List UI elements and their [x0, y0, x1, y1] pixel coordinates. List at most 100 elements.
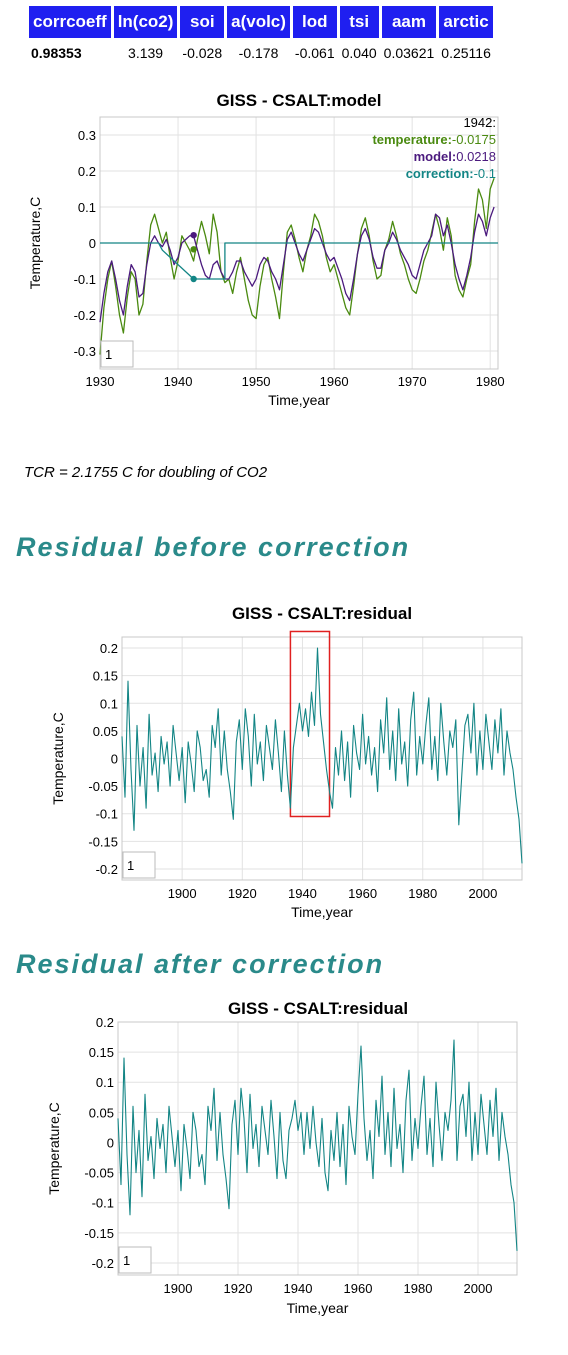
- y-tick-label: -0.05: [88, 779, 118, 794]
- y-tick-label: 0: [111, 752, 118, 767]
- y-tick-label: 0.05: [89, 1105, 114, 1120]
- coef-value: -0.061: [294, 45, 335, 61]
- y-axis-label: Temperature,C: [50, 712, 66, 805]
- x-axis-label: Time,year: [268, 392, 330, 408]
- range-selector-box: [100, 340, 134, 368]
- y-tick-label: 0.15: [89, 1045, 114, 1060]
- y-tick-label: 0.2: [78, 164, 96, 179]
- y-tick-label: -0.2: [92, 1256, 114, 1271]
- highlight-box: [289, 630, 331, 818]
- x-tick-label: 1960: [320, 374, 349, 389]
- range-selector-value: 1: [123, 1253, 130, 1268]
- x-axis-label: Time,year: [291, 904, 353, 920]
- legend-series-value: -0.1: [474, 166, 496, 181]
- tcr-text: TCR = 2.1755 C for doubling of CO2: [24, 464, 268, 481]
- coef-header: ln(co2): [113, 6, 178, 38]
- legend-item-temperature: temperature:-0.0175: [372, 132, 496, 147]
- y-tick-label: -0.2: [74, 308, 96, 323]
- legend-series-name: model:: [414, 149, 457, 164]
- y-tick-label: 0.2: [96, 1015, 114, 1030]
- y-axis-label: Temperature,C: [27, 197, 43, 290]
- coef-header: a(volc): [227, 6, 290, 38]
- y-tick-label: -0.2: [96, 862, 118, 877]
- plot-area-frame: [121, 636, 523, 881]
- x-tick-label: 1940: [284, 1281, 313, 1296]
- residual-line: [121, 647, 523, 864]
- model-line: [99, 206, 495, 323]
- coef-value: 3.139: [128, 45, 164, 61]
- legend-item-model: model:0.0218: [414, 149, 496, 164]
- coef-value: 0.98353: [31, 45, 82, 61]
- model-marker: [190, 231, 197, 239]
- model-chart: 1930 1940 1950 1960 1970 1980 0.3 0.2 0.1 0 -0.1 -0…: [27, 91, 505, 408]
- coef-value: 0.03621: [383, 45, 435, 61]
- x-tick-label: 1950: [242, 374, 271, 389]
- x-tick-label: 1960: [344, 1281, 373, 1296]
- coefficients-header-row: corrcoeff ln(co2) soi a(volc) lod tsi aa…: [29, 6, 493, 38]
- legend-series-name: correction:: [406, 166, 474, 181]
- coefficients-value-row: 0.98353 3.139 -0.028 -0.178 -0.061 0.040…: [29, 38, 493, 61]
- range-selector-value: 1: [127, 858, 134, 873]
- coef-header: arctic: [439, 6, 493, 38]
- y-tick-label: 0.1: [96, 1075, 114, 1090]
- x-tick-label: 2000: [468, 886, 497, 901]
- section-title-before: Residual before correction: [16, 532, 411, 562]
- coef-value: -0.028: [182, 45, 223, 61]
- y-tick-label: -0.3: [74, 344, 96, 359]
- y-tick-label: 0.1: [100, 696, 118, 711]
- coef-header: aam: [381, 6, 437, 38]
- x-tick-label: 1980: [476, 374, 505, 389]
- coefficients-table: corrcoeff ln(co2) soi a(volc) lod tsi aa…: [26, 6, 496, 61]
- legend-x-value: 1942:: [463, 115, 496, 130]
- coef-header: tsi: [339, 6, 379, 38]
- x-tick-label: 1980: [404, 1281, 433, 1296]
- chart-title: GISS - CSALT:residual: [232, 604, 412, 623]
- y-tick-label: -0.15: [84, 1226, 114, 1241]
- residual-line: [117, 1039, 518, 1251]
- y-tick-label: -0.1: [96, 807, 118, 822]
- y-tick-label: 0: [89, 236, 96, 251]
- x-tick-label: 1930: [86, 374, 115, 389]
- y-tick-label: 0.3: [78, 128, 96, 143]
- x-tick-label: 1920: [224, 1281, 253, 1296]
- correction-marker: [190, 275, 197, 283]
- range-selector-box: [118, 1246, 152, 1274]
- x-axis-label: Time,year: [287, 1300, 349, 1316]
- y-tick-label: 0.1: [78, 200, 96, 215]
- chart-title: GISS - CSALT:model: [217, 91, 382, 110]
- x-tick-label: 2000: [464, 1281, 493, 1296]
- y-tick-label: -0.05: [84, 1166, 114, 1181]
- y-tick-label: -0.1: [92, 1196, 114, 1211]
- x-tick-label: 1960: [348, 886, 377, 901]
- y-tick-label: 0: [107, 1135, 114, 1150]
- legend-series-name: temperature:: [372, 132, 451, 147]
- x-tick-label: 1900: [164, 1281, 193, 1296]
- coef-value: 0.25116: [441, 45, 491, 61]
- residual-before-chart: 1900 1920 1940 1960 1980 2000 0.2 0.15 0.1 0.05 0 -…: [50, 604, 523, 920]
- x-tick-label: 1900: [168, 886, 197, 901]
- y-tick-label: 0.05: [93, 724, 118, 739]
- x-tick-label: 1970: [398, 374, 427, 389]
- range-selector-box: [122, 851, 156, 879]
- x-tick-label: 1940: [288, 886, 317, 901]
- temperature-marker: [190, 246, 197, 253]
- coef-value: 0.040: [341, 45, 377, 61]
- range-selector-value: 1: [105, 347, 112, 362]
- x-tick-label: 1980: [408, 886, 437, 901]
- x-tick-label: 1920: [228, 886, 257, 901]
- section-title-after: Residual after correction: [16, 949, 385, 979]
- coef-value: -0.178: [238, 45, 279, 61]
- chart-title: GISS - CSALT:residual: [228, 999, 408, 1018]
- y-tick-label: 0.15: [93, 669, 118, 684]
- plot-area-frame: [117, 1021, 518, 1276]
- y-tick-label: -0.15: [88, 834, 118, 849]
- legend-item-correction: correction:-0.1: [406, 166, 496, 181]
- y-tick-label: 0.2: [100, 641, 118, 656]
- y-axis-label: Temperature,C: [46, 1102, 62, 1195]
- legend-series-value: 0.0218: [456, 149, 496, 164]
- legend-series-value: -0.0175: [452, 132, 496, 147]
- coef-header: corrcoeff: [29, 6, 111, 38]
- coef-header: lod: [292, 6, 337, 38]
- y-tick-label: -0.1: [74, 272, 96, 287]
